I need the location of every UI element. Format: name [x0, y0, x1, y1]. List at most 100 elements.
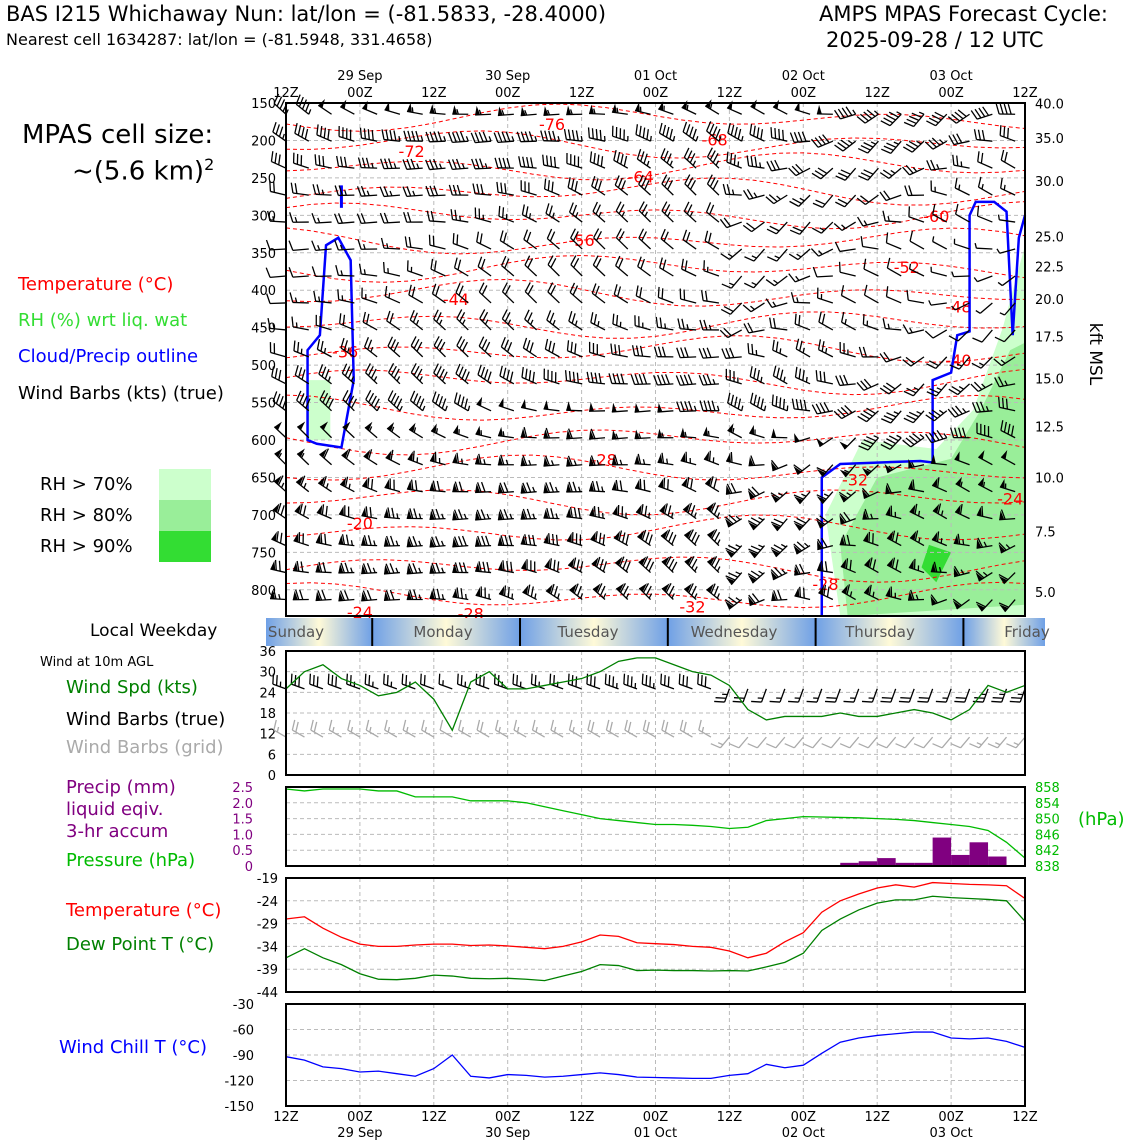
barb-staff: [638, 210, 652, 223]
barb-flag: [978, 450, 985, 460]
barb-full: [484, 341, 491, 352]
barb-full: [431, 562, 437, 574]
barb-staff: [839, 543, 856, 547]
barb-full: [888, 111, 899, 118]
barb-full: [879, 172, 890, 179]
barb-half: [278, 593, 281, 600]
barb-full: [746, 155, 750, 166]
barb-staff: [315, 571, 332, 574]
barb-full: [479, 309, 486, 319]
barb-full: [706, 147, 713, 158]
barb-full: [861, 700, 873, 703]
barb-staff: [697, 683, 712, 690]
grid-wind-barb: [605, 719, 619, 738]
isotherm-label: -68: [702, 131, 728, 150]
barb-half: [601, 486, 604, 492]
barb-half: [819, 227, 825, 232]
barb-half: [569, 109, 573, 115]
barb-full: [816, 467, 827, 473]
barb-staff: [976, 514, 993, 520]
barb-flag: [862, 510, 868, 520]
barb-full: [403, 211, 408, 223]
barb-staff: [545, 348, 560, 358]
barb-full: [567, 455, 573, 466]
barb-staff: [982, 688, 989, 703]
wind-barb: [570, 255, 583, 277]
barb-full: [840, 285, 845, 296]
barb-full: [276, 96, 283, 107]
wind-barb: [472, 183, 492, 196]
top-hour-tick: 00Z: [643, 86, 669, 101]
barb-full: [549, 312, 555, 323]
weekday-name: Friday: [1004, 623, 1050, 641]
barb-full: [683, 147, 690, 158]
wind-barb: [475, 105, 492, 116]
true-wind-barb: [438, 673, 453, 690]
barb-full: [719, 329, 729, 338]
barb-full: [926, 363, 937, 370]
wind-barb: [447, 131, 469, 144]
barb-staff: [272, 683, 287, 690]
wind-barb: [296, 448, 310, 466]
barb-full: [860, 172, 871, 178]
barb-full: [386, 310, 391, 322]
barb-full: [323, 448, 329, 459]
barb-staff: [272, 400, 287, 412]
isotherm-line: [285, 152, 1026, 181]
barb-staff: [316, 134, 332, 142]
barb-flag: [680, 427, 686, 437]
barb-full: [908, 435, 918, 443]
wind-barb: [974, 242, 993, 250]
wind-barb: [794, 366, 811, 385]
barb-full: [728, 514, 738, 523]
barb-full: [379, 212, 385, 224]
barb-staff: [406, 488, 423, 493]
wind-barb: [816, 104, 833, 115]
wind-barb: [339, 99, 355, 115]
barb-staff: [725, 460, 742, 466]
barb-full: [794, 366, 798, 378]
barb-staff: [681, 106, 697, 115]
barb-full: [683, 201, 690, 212]
barb-full: [816, 287, 819, 299]
barb-staff: [794, 437, 811, 443]
barb-full: [570, 341, 573, 353]
barb-full: [524, 181, 526, 192]
barb-full: [586, 673, 589, 685]
barb-full: [350, 398, 358, 409]
barb-full: [547, 255, 554, 266]
barb-full: [862, 314, 865, 325]
barb-staff: [909, 240, 925, 250]
barb-full: [481, 535, 486, 547]
precip-y-tick: 2.0: [232, 797, 253, 812]
wind-barb: [452, 105, 469, 115]
barb-full: [886, 142, 897, 148]
barb-full: [295, 589, 300, 600]
barb-full: [504, 258, 510, 269]
barb-full: [660, 228, 666, 240]
wind-barb: [881, 140, 902, 154]
barb-flag: [635, 479, 640, 490]
barb-flag: [999, 510, 1005, 520]
barb-staff: [981, 329, 993, 343]
true-wind-barb: [604, 673, 619, 690]
isotherm-line: [285, 177, 1026, 206]
barb-flag: [297, 448, 305, 458]
wind-barb: [999, 125, 1016, 142]
wind-barb: [315, 589, 332, 602]
wind-barb: [362, 477, 378, 493]
wind-barb: [334, 185, 355, 197]
barb-staff: [794, 140, 811, 143]
barb-full: [288, 267, 294, 278]
barb-half: [393, 163, 397, 169]
barb-half: [371, 162, 374, 169]
barb-full: [591, 480, 596, 492]
wind-barb: [724, 514, 743, 528]
barb-staff: [729, 302, 743, 315]
barb-half: [823, 493, 830, 497]
barb-full: [648, 534, 653, 545]
wind-barb: [497, 426, 514, 439]
barb-full: [500, 182, 503, 194]
barb-full: [524, 309, 530, 320]
barb-half: [372, 681, 374, 687]
